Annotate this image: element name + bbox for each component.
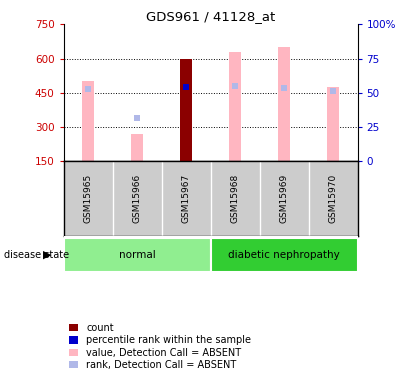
- Text: diabetic nephropathy: diabetic nephropathy: [228, 250, 340, 260]
- Text: GSM15968: GSM15968: [231, 174, 240, 223]
- Title: GDS961 / 41128_at: GDS961 / 41128_at: [146, 10, 275, 23]
- Text: ▶: ▶: [43, 250, 51, 260]
- Text: normal: normal: [119, 250, 155, 260]
- Text: GSM15965: GSM15965: [84, 174, 93, 223]
- Bar: [211, 238, 358, 272]
- Bar: [229, 52, 241, 161]
- Bar: [82, 81, 94, 161]
- Bar: [131, 134, 143, 161]
- Bar: [64, 238, 210, 272]
- Text: GSM15969: GSM15969: [279, 174, 289, 223]
- Text: GSM15967: GSM15967: [182, 174, 191, 223]
- Text: disease state: disease state: [4, 250, 69, 260]
- Bar: [327, 87, 339, 161]
- Legend: count, percentile rank within the sample, value, Detection Call = ABSENT, rank, : count, percentile rank within the sample…: [69, 323, 251, 370]
- Bar: [278, 47, 290, 161]
- Text: GSM15966: GSM15966: [133, 174, 142, 223]
- Bar: [180, 58, 192, 161]
- Text: GSM15970: GSM15970: [328, 174, 337, 223]
